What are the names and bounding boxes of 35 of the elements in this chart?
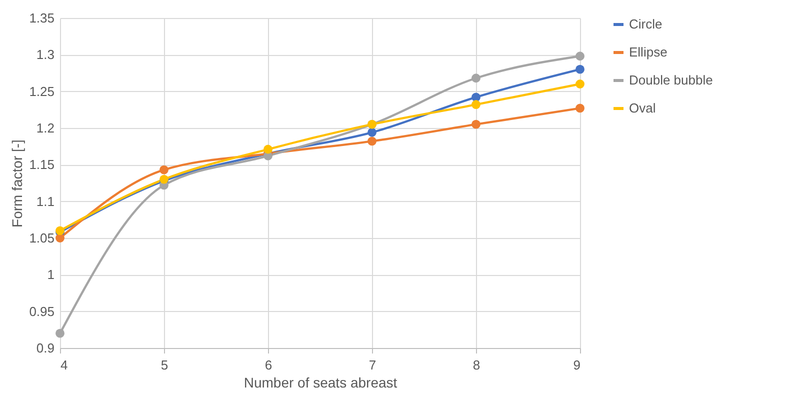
y-tick-label: 1.15 [29,157,54,172]
y-tick-label: 1 [47,267,54,282]
legend-label: Oval [629,100,656,116]
y-tick-label: 1.1 [36,194,54,209]
x-axis-title: Number of seats abreast [244,374,398,390]
y-axis-title: Form factor [-] [9,140,26,228]
point [472,120,480,129]
point [576,52,584,61]
point [576,104,584,113]
y-tick-label: 1.35 [29,10,54,26]
y-tick-label: 1.3 [36,47,54,62]
point [264,144,272,154]
point [472,100,480,109]
point [56,328,64,338]
y-tick-label: 1.2 [36,120,54,136]
point [576,80,584,88]
point [368,136,376,146]
x-tick-label: 6 [264,358,272,372]
legend-label: Ellipse [629,44,668,60]
point [368,128,376,137]
legend-label: Double bubble [629,72,713,88]
point [160,165,168,174]
y-tick-label: 1.05 [29,230,54,246]
x-tick-label: 7 [368,358,376,372]
legend-label: Circle [629,16,662,32]
x-tick-label: 4 [60,358,68,372]
point [56,234,64,242]
x-tick-label: 8 [472,358,480,372]
y-tick-label: 0.95 [29,304,54,319]
point [576,64,584,74]
point [472,74,480,83]
y-tick-label: 1.25 [29,84,54,99]
x-tick-label: 5 [160,358,168,372]
y-tick-label: 0.9 [36,340,54,356]
x-tick-label: 9 [573,358,580,372]
